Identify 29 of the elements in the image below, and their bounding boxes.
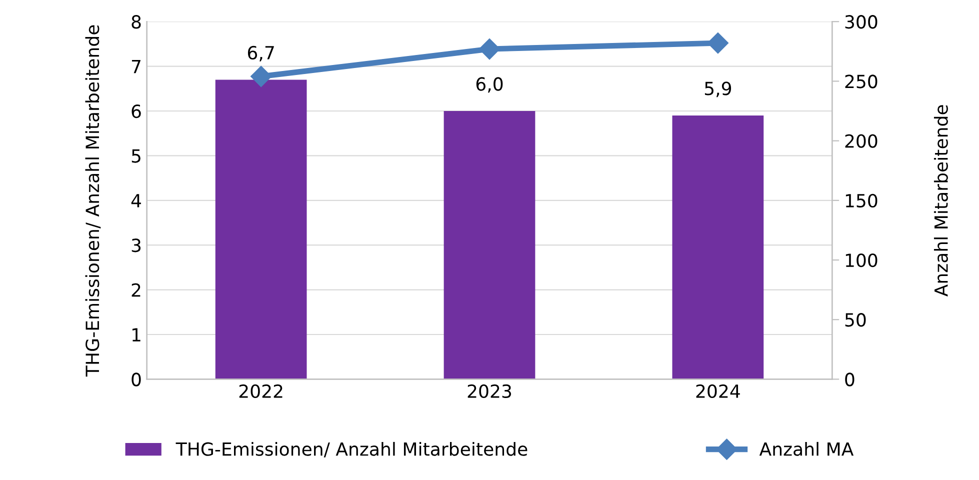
y2-tick-label: 250 [845,74,878,88]
y2-tick-label: 50 [845,313,866,327]
data-label: 6,7 [248,46,274,62]
y2-tick-label: 0 [845,372,854,386]
bar [444,111,536,380]
y-tick-label: 1 [132,328,140,342]
x-tick-label: 2024 [696,384,740,398]
y2-axis-title: Anzahl Mitarbeitende [934,105,948,296]
y-tick-label: 2 [132,283,140,297]
x-tick-label: 2023 [468,384,512,398]
data-label: 6,0 [476,77,503,93]
data-label: 5,9 [704,82,732,98]
legend-label: THG-Emissionen/ Anzahl Mitarbeitende [176,442,528,458]
y2-tick-label: 200 [845,134,878,148]
bar [672,115,764,380]
y2-tick-label: 150 [846,194,878,208]
legend-label: Anzahl MA [759,442,854,456]
y-axis-title: THG-Emissionen/ Anzahl Mitarbeitende [85,25,101,377]
y-tick-label: 6 [132,104,141,118]
y-tick-label: 5 [132,149,140,163]
y-tick-label: 0 [132,372,141,386]
y-tick-label: 3 [132,238,141,252]
y-tick-label: 4 [131,194,141,208]
y2-tick-label: 100 [846,253,878,268]
x-tick-label: 2022 [239,384,282,398]
y-tick-label: 8 [132,15,141,29]
y-tick-label: 7 [132,60,140,74]
y2-tick-label: 300 [845,15,878,29]
bar [215,80,307,380]
